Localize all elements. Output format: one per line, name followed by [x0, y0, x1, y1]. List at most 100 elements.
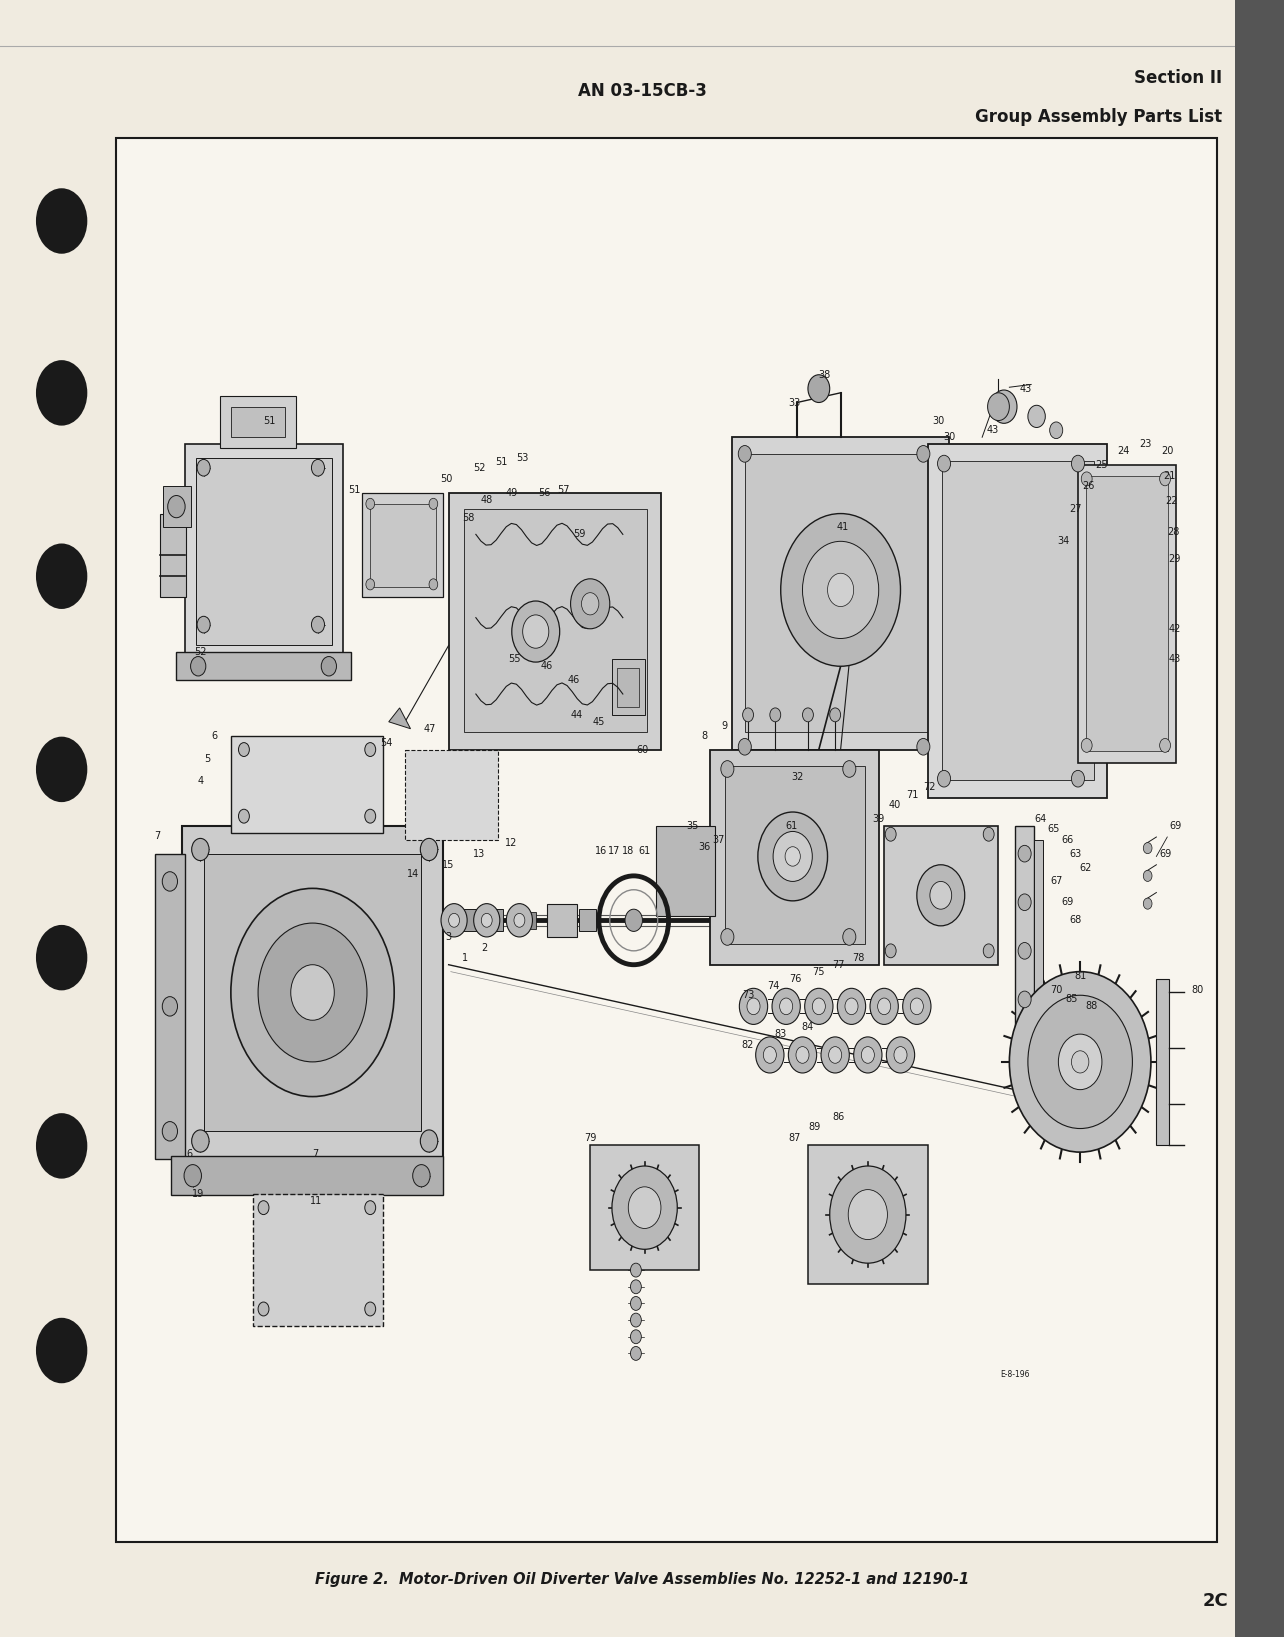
Circle shape [845, 999, 858, 1015]
Circle shape [773, 832, 813, 881]
Circle shape [239, 809, 249, 823]
Circle shape [871, 989, 899, 1025]
Circle shape [1028, 406, 1045, 427]
Circle shape [1071, 1051, 1089, 1072]
Circle shape [886, 1036, 914, 1072]
Circle shape [630, 1297, 641, 1310]
Text: 51: 51 [494, 457, 507, 467]
Circle shape [1018, 894, 1031, 910]
Circle shape [630, 1264, 641, 1277]
Text: 23: 23 [1139, 439, 1152, 449]
Circle shape [772, 989, 800, 1025]
Circle shape [808, 375, 829, 403]
Text: 30: 30 [932, 416, 945, 426]
Bar [185, 444, 343, 660]
Bar [656, 827, 715, 917]
Bar [163, 486, 190, 527]
Text: 32: 32 [791, 773, 804, 782]
Circle shape [842, 761, 856, 778]
Text: 52: 52 [194, 647, 207, 658]
Text: 22: 22 [1166, 496, 1177, 506]
Circle shape [190, 656, 205, 676]
Circle shape [184, 1164, 202, 1187]
Circle shape [829, 707, 841, 722]
Text: 69: 69 [1170, 820, 1183, 832]
Text: 6: 6 [186, 1149, 193, 1159]
Circle shape [917, 738, 930, 755]
Bar [725, 766, 864, 945]
Circle shape [779, 999, 792, 1015]
Text: 24: 24 [1117, 447, 1130, 457]
Circle shape [854, 1036, 882, 1072]
Text: 13: 13 [473, 848, 485, 859]
Circle shape [720, 761, 734, 778]
Text: 63: 63 [1070, 848, 1082, 859]
Circle shape [514, 913, 525, 927]
Bar [154, 853, 185, 1159]
Circle shape [162, 873, 177, 891]
Text: 34: 34 [1058, 537, 1070, 547]
Circle shape [258, 1301, 268, 1316]
Circle shape [1143, 871, 1152, 881]
Circle shape [482, 913, 492, 927]
Text: 87: 87 [788, 1133, 801, 1143]
Bar [204, 853, 421, 1131]
Circle shape [829, 1166, 907, 1264]
Text: 48: 48 [480, 494, 493, 504]
Text: 12: 12 [505, 838, 517, 848]
Bar [404, 750, 498, 840]
Text: 39: 39 [873, 814, 885, 823]
Circle shape [312, 460, 325, 476]
Text: 18: 18 [623, 846, 634, 856]
Circle shape [937, 771, 950, 787]
Circle shape [1058, 1035, 1102, 1090]
Circle shape [366, 579, 375, 589]
Circle shape [781, 514, 900, 666]
Text: 84: 84 [801, 1021, 814, 1033]
Circle shape [885, 945, 896, 958]
Circle shape [849, 1190, 887, 1239]
Bar [1157, 979, 1170, 1146]
Circle shape [474, 904, 499, 936]
Text: 43: 43 [1168, 655, 1181, 665]
Circle shape [198, 616, 211, 634]
Text: 7: 7 [313, 1149, 318, 1159]
Circle shape [162, 997, 177, 1017]
Text: 52: 52 [473, 463, 485, 473]
Circle shape [191, 838, 209, 861]
Text: 57: 57 [557, 485, 569, 494]
Circle shape [1143, 899, 1152, 909]
Text: 62: 62 [1080, 863, 1091, 873]
Circle shape [258, 1200, 268, 1215]
Circle shape [758, 812, 828, 900]
Circle shape [930, 881, 951, 909]
Bar [448, 493, 661, 750]
Circle shape [828, 1046, 842, 1064]
Circle shape [312, 616, 325, 634]
Circle shape [1071, 771, 1085, 787]
Circle shape [321, 656, 336, 676]
Text: 54: 54 [380, 738, 393, 748]
Text: 33: 33 [788, 398, 801, 408]
Text: 41: 41 [837, 522, 849, 532]
Text: 3: 3 [446, 931, 452, 941]
Circle shape [802, 542, 878, 638]
Text: AN 03-15CB-3: AN 03-15CB-3 [578, 82, 706, 100]
Text: 7: 7 [154, 830, 160, 841]
Text: 70: 70 [1050, 985, 1062, 995]
Circle shape [837, 989, 865, 1025]
Circle shape [903, 989, 931, 1025]
Circle shape [1159, 738, 1171, 753]
Circle shape [365, 1200, 376, 1215]
Circle shape [842, 928, 856, 945]
Bar [514, 912, 535, 928]
Circle shape [820, 1036, 849, 1072]
Text: 11: 11 [309, 1195, 322, 1206]
Circle shape [239, 743, 249, 756]
Circle shape [1009, 972, 1150, 1152]
Circle shape [582, 593, 598, 616]
Text: 36: 36 [698, 841, 710, 851]
Circle shape [420, 838, 438, 861]
Circle shape [756, 1036, 785, 1072]
Circle shape [738, 445, 751, 462]
